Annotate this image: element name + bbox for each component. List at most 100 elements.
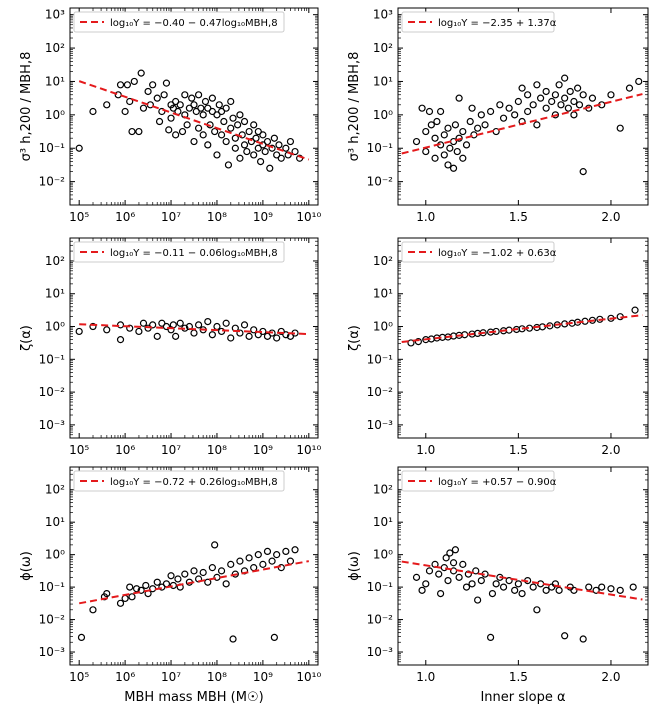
legend-label: log₁₀Y = +0.57 − 0.90α [438,477,557,488]
data-point [213,322,221,331]
data-point [555,81,563,89]
data-point [273,151,281,159]
data-point [121,107,129,116]
legend-box [401,470,555,492]
legend-label: log₁₀Y = −0.72 + 0.26log₁₀MBH,8 [110,477,278,488]
data-point [418,586,426,594]
data-point [208,94,216,102]
data-point [282,144,290,152]
data-point [486,107,495,116]
data-point [551,580,560,588]
legend-label: log₁₀Y = −2.35 + 1.37α [438,18,557,29]
data-point [204,104,212,112]
y-tick-label: 10⁰ [373,548,393,562]
data-point [190,567,198,575]
legend: log₁₀Y = −0.11 − 0.06log₁₀MBH,8 [73,241,285,263]
y-axis-label: ζ(α) [19,325,34,351]
data-point [496,101,504,109]
y-tick-label: 10³ [373,8,393,22]
y-tick-label: 10⁰ [45,548,65,562]
data-point [431,154,439,162]
data-point [211,541,219,549]
data-point [477,111,485,119]
data-point [213,573,221,581]
data-point [555,586,563,594]
x-tick-label: 10⁶ [115,670,135,684]
data-point [551,91,560,99]
data-point [629,583,637,591]
data-point [440,564,448,572]
data-point [204,141,212,149]
data-point [194,321,203,329]
data-point [266,164,274,172]
data-point [418,104,426,112]
data-point [247,137,256,146]
data-point [459,154,467,162]
data-point [236,111,244,119]
x-tick-label: 10⁶ [115,210,135,224]
x-tick-label: 10¹⁰ [296,443,321,457]
data-point [227,334,235,342]
data-point [197,104,205,112]
data-point [250,151,258,159]
data-point [474,596,482,604]
y-axis-label: σ³ h,200 / MBH,8 [347,52,362,162]
data-point [153,578,161,586]
data-point [261,147,269,156]
data-point [446,549,454,557]
panel-middle-right: 10⁻³ 10⁻² 10⁻¹ 10⁰ 10¹ 10² 1.0 1.5 2.0 ζ(α) log₁₀Y… [347,237,649,457]
data-point [185,104,194,112]
x-axis-label: Inner slope α [480,690,565,705]
data-point [153,332,161,340]
data-point [135,327,143,336]
data-point [561,94,569,102]
data-point [446,144,454,152]
data-point [444,161,452,169]
data-point [130,77,138,86]
data-point [511,586,519,594]
data-point [137,69,145,77]
data-point [176,319,184,327]
data-point [518,84,526,92]
data-point [75,327,83,336]
data-point [436,589,445,598]
data-point [451,121,460,129]
fit-line [401,560,643,601]
legend-label: log₁₀Y = −0.11 − 0.06log₁₀MBH,8 [110,248,278,259]
data-point [468,104,476,112]
data-point [505,104,513,112]
x-tick-label: 1.0 [416,670,435,684]
data-point [250,121,258,129]
data-point [607,91,615,99]
data-point [217,131,226,139]
plot-frame [69,7,319,206]
data-point [598,583,606,591]
data-point [155,117,164,126]
data-point [592,586,600,594]
data-point [277,154,285,162]
data-point [220,117,228,126]
legend: log₁₀Y = −0.72 + 0.26log₁₀MBH,8 [73,470,285,492]
data-point [126,583,134,591]
data-point [533,81,541,89]
data-point [222,104,230,112]
data-point [132,585,141,593]
data-point [245,127,253,136]
data-point [215,101,223,109]
data-point [286,137,295,146]
y-tick-label: 10¹ [45,74,65,88]
data-point [172,97,180,106]
data-point [449,164,458,172]
data-point [89,322,97,331]
data-point [162,322,171,331]
data-point [165,126,173,134]
data-point [174,575,182,583]
y-tick-label: 10⁻² [39,613,66,627]
x-tick-label: 1.0 [416,210,435,224]
x-tick-label: 1.5 [509,443,528,457]
data-point [236,557,244,565]
data-point [217,327,226,336]
legend: log₁₀Y = −2.35 + 1.37α [401,11,557,33]
data-point [561,74,569,82]
data-point [236,329,244,337]
